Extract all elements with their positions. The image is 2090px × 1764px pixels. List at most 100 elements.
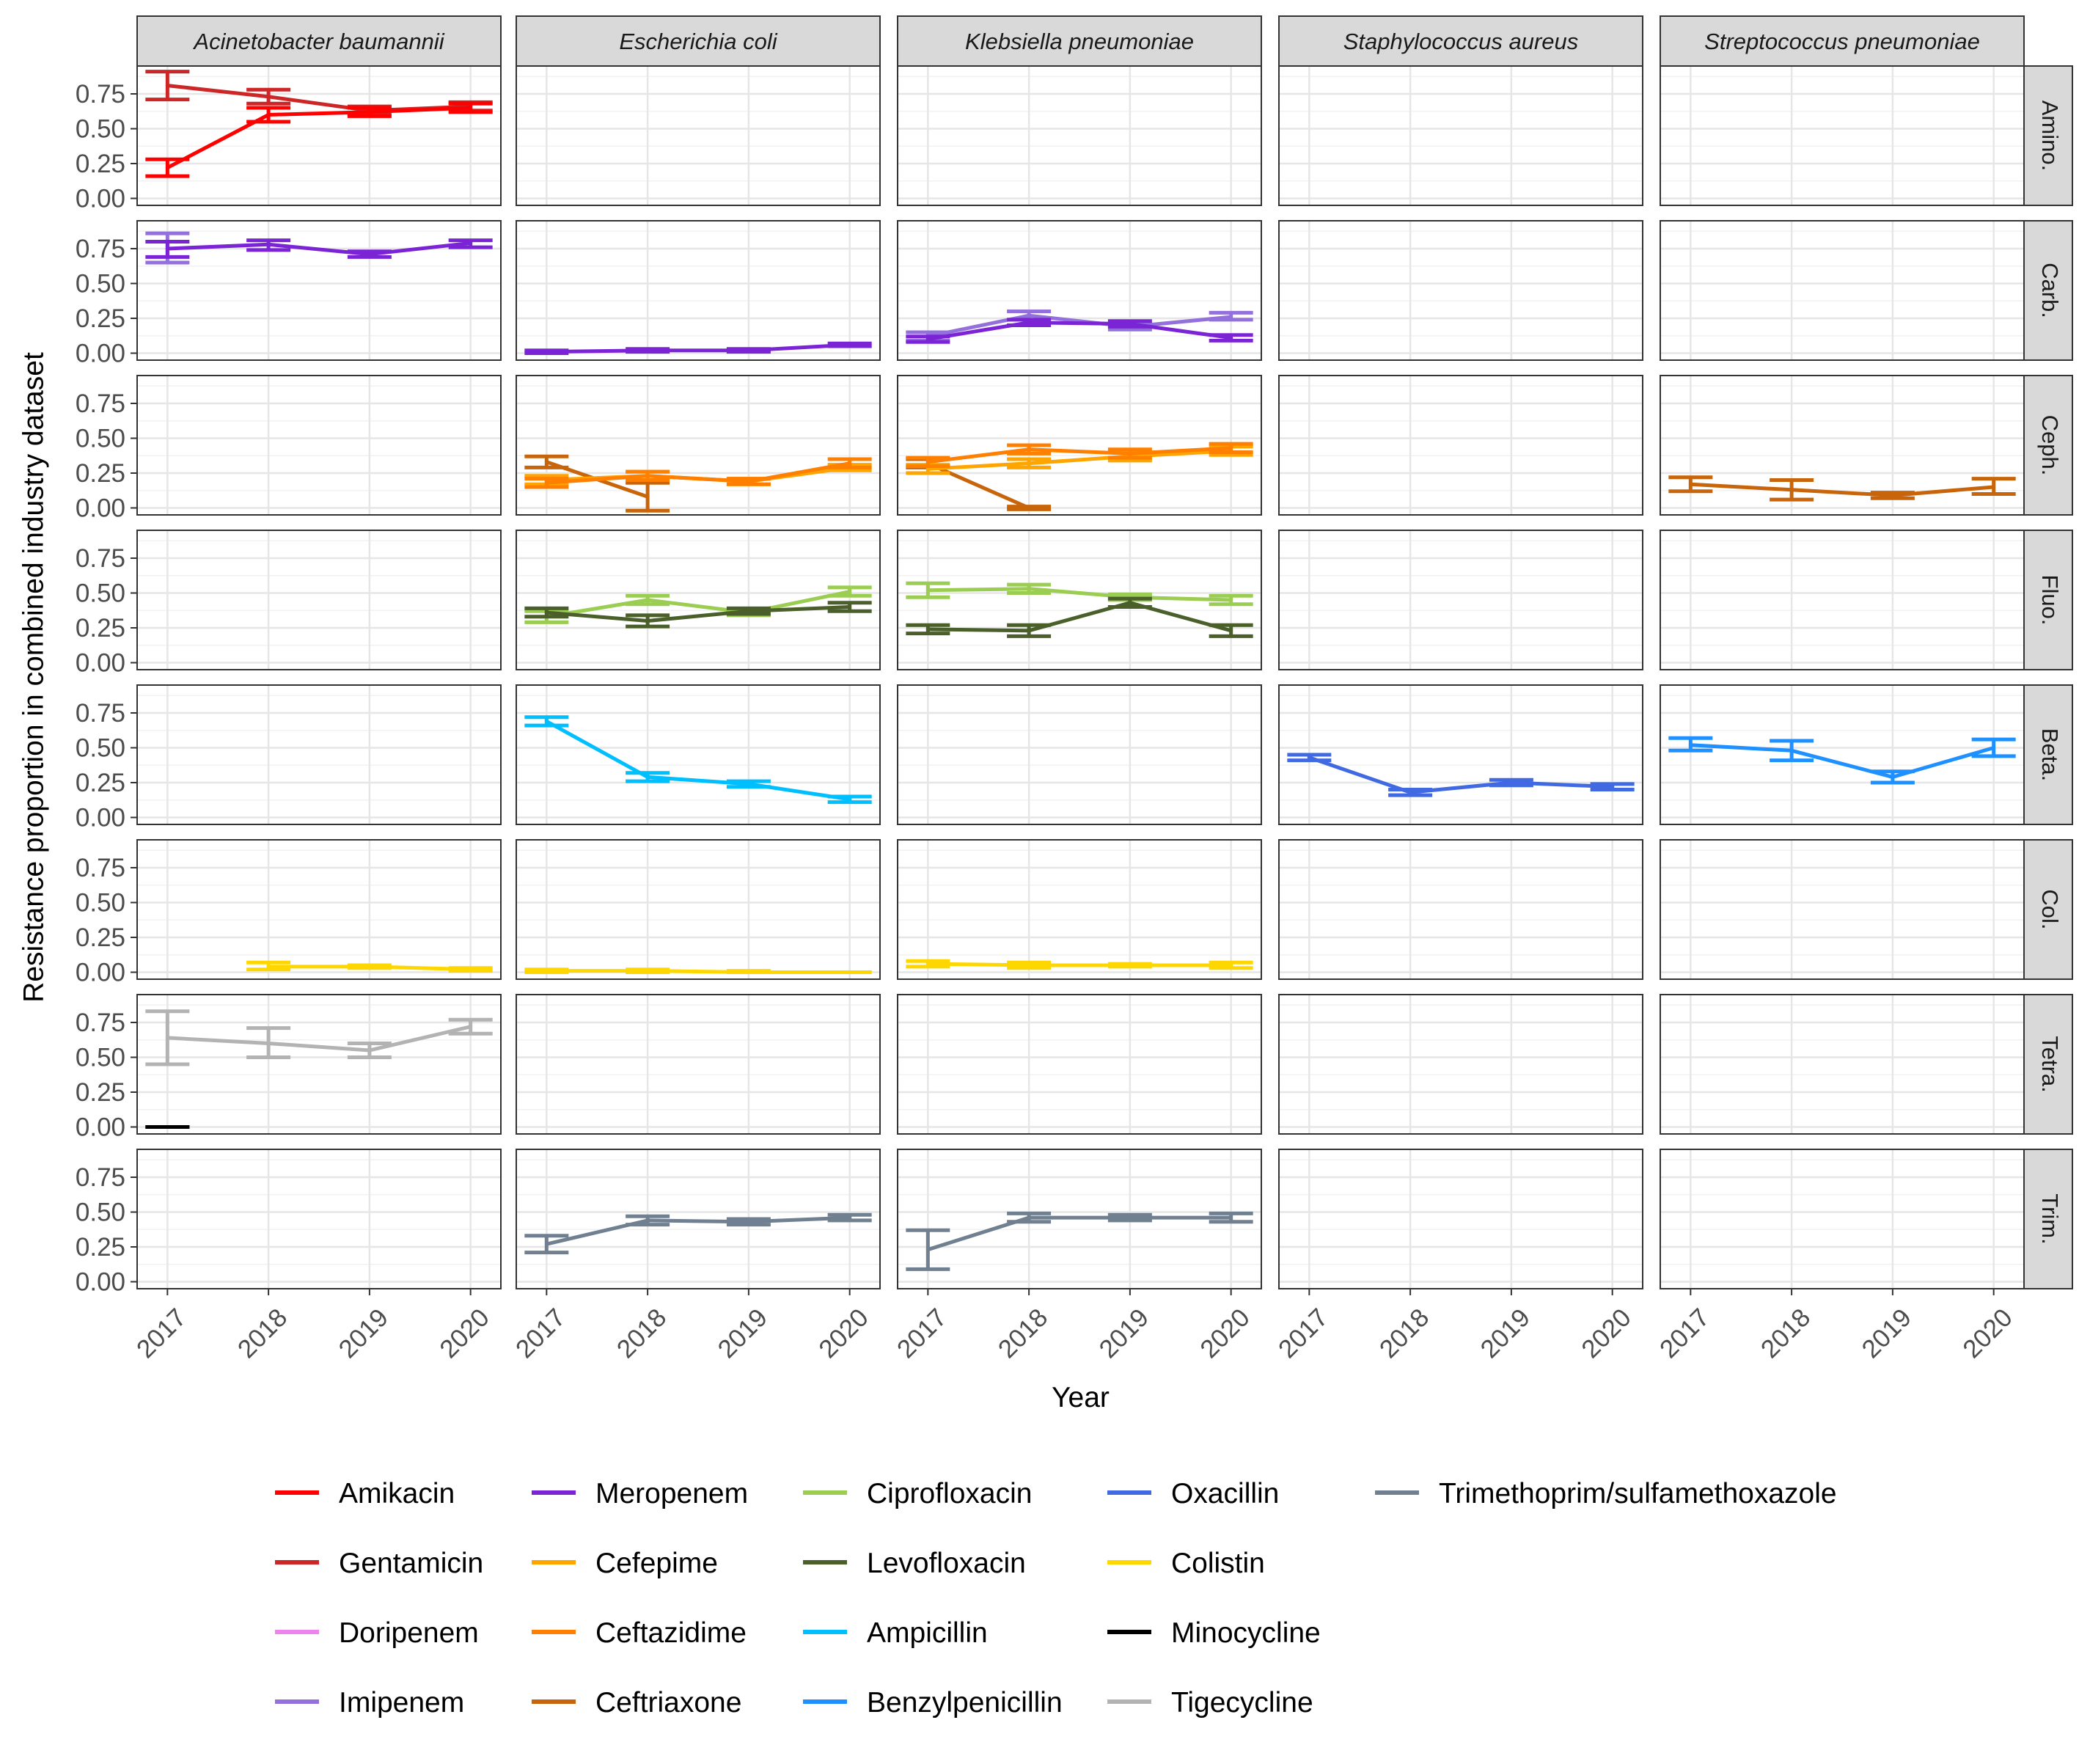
panel-background (898, 995, 1261, 1134)
data-point (1027, 587, 1031, 591)
legend-item-ceftazidime: Ceftazidime (532, 1617, 747, 1649)
data-point (469, 106, 473, 110)
data-point (848, 605, 852, 609)
legend-item-minocycline: Minocycline (1107, 1617, 1321, 1649)
error-bar (626, 480, 670, 513)
error-bar (626, 613, 670, 629)
y-tick-label: 0.00 (76, 1113, 125, 1142)
error-bar (246, 238, 291, 252)
panel-background (898, 840, 1261, 979)
error-bar (1007, 443, 1052, 455)
series-colistin-col-acinetobacter-baumannii (246, 960, 493, 973)
error-bar (347, 1042, 392, 1059)
error-bar (448, 101, 493, 114)
panel-amino-klebsiella-pneumoniae (897, 65, 1262, 206)
error-bar (1668, 475, 1713, 494)
data-point (1027, 461, 1031, 466)
panel-background (516, 685, 880, 824)
y-tick-label: 0.75 (76, 699, 125, 728)
error-bar (726, 606, 771, 616)
series-line (546, 343, 850, 354)
legend-label: Doripenem (339, 1617, 479, 1649)
data-point (747, 1220, 751, 1224)
y-tick-label: 0.00 (76, 185, 125, 213)
error-bar (906, 959, 950, 969)
row-strip (2023, 839, 2073, 980)
row-strip (2023, 375, 2073, 516)
y-tick-label: 0.50 (76, 425, 125, 453)
y-tick-label: 0.75 (76, 235, 125, 263)
legend-item-levofloxacin: Levofloxacin (803, 1548, 1026, 1579)
data-point (848, 343, 852, 347)
error-bar (827, 1212, 872, 1223)
series-meropenem-carb-klebsiella-pneumoniae (906, 318, 1253, 344)
panel-border (516, 375, 881, 516)
data-point (1027, 321, 1031, 325)
panel-tetra-escherichia-coli (516, 994, 881, 1135)
error-bar (1209, 1211, 1253, 1224)
error-bar (626, 771, 670, 783)
error-bar (906, 623, 950, 636)
panel-background (1279, 1149, 1643, 1289)
y-tick-label: 0.75 (76, 854, 125, 882)
series-meropenem-carb-escherichia-coli (524, 341, 872, 355)
x-tick-label: 2018 (232, 1303, 293, 1364)
data-point (848, 797, 852, 802)
panel-background (516, 376, 880, 515)
series-line (546, 590, 851, 619)
panel-border (1278, 220, 1643, 361)
error-bar (1007, 582, 1052, 595)
data-point (1128, 451, 1132, 455)
series-colistin-col-escherichia-coli (524, 967, 872, 974)
column-strip (136, 15, 502, 67)
x-axis-title: Year (1052, 1382, 1110, 1413)
panel-background (1660, 66, 2024, 205)
panel-background (137, 530, 501, 670)
error-bar (524, 454, 569, 469)
row-strip (2023, 530, 2073, 670)
data-point (544, 1242, 549, 1246)
series-line (546, 461, 851, 485)
data-point (1229, 446, 1233, 450)
data-point (925, 337, 930, 341)
data-point (469, 1025, 473, 1029)
column-strip-label: Staphylococcus aureus (1343, 29, 1579, 54)
panel-border (1278, 1149, 1643, 1289)
series-trimethoprim-sulfamethoxazole-trim-klebsiella-pneumoniae (906, 1211, 1253, 1271)
panel-border (516, 530, 881, 670)
legend-item-ampicillin: Ampicillin (803, 1617, 988, 1649)
series-tigecycline-tetra-acinetobacter-baumannii (145, 1009, 493, 1066)
row-strip (2023, 994, 2073, 1135)
row-strip-label: Carb. (2037, 263, 2063, 318)
data-point (848, 590, 852, 594)
data-point (266, 242, 271, 246)
error-bar (1107, 596, 1152, 609)
data-point (1229, 963, 1233, 967)
panel-background (1279, 530, 1643, 670)
error-bar (524, 715, 569, 728)
y-tick-label: 0.25 (76, 923, 125, 952)
error-bar (246, 1026, 291, 1059)
legend-item-cefepime: Cefepime (532, 1548, 718, 1579)
series-minocycline-tetra-acinetobacter-baumannii (145, 1125, 190, 1129)
x-tick-label: 2019 (712, 1303, 773, 1364)
panel-border (136, 220, 502, 361)
y-tick-label: 0.00 (76, 959, 125, 987)
y-tick-label: 0.25 (76, 304, 125, 333)
error-bar (524, 606, 569, 619)
data-point (925, 466, 930, 471)
x-tick-label: 2019 (1093, 1303, 1154, 1364)
error-bar (246, 960, 291, 972)
error-bar (448, 238, 493, 249)
error-bar (1770, 739, 1814, 763)
data-point (165, 166, 169, 170)
data-point (848, 970, 852, 974)
y-tick-label: 0.25 (76, 614, 125, 643)
error-bar (726, 1217, 771, 1227)
error-bar (1209, 442, 1253, 454)
panel-border (136, 994, 502, 1135)
series-line (927, 461, 1030, 510)
error-bar (1489, 777, 1533, 788)
row-strip (2023, 65, 2073, 206)
data-point (747, 479, 751, 483)
